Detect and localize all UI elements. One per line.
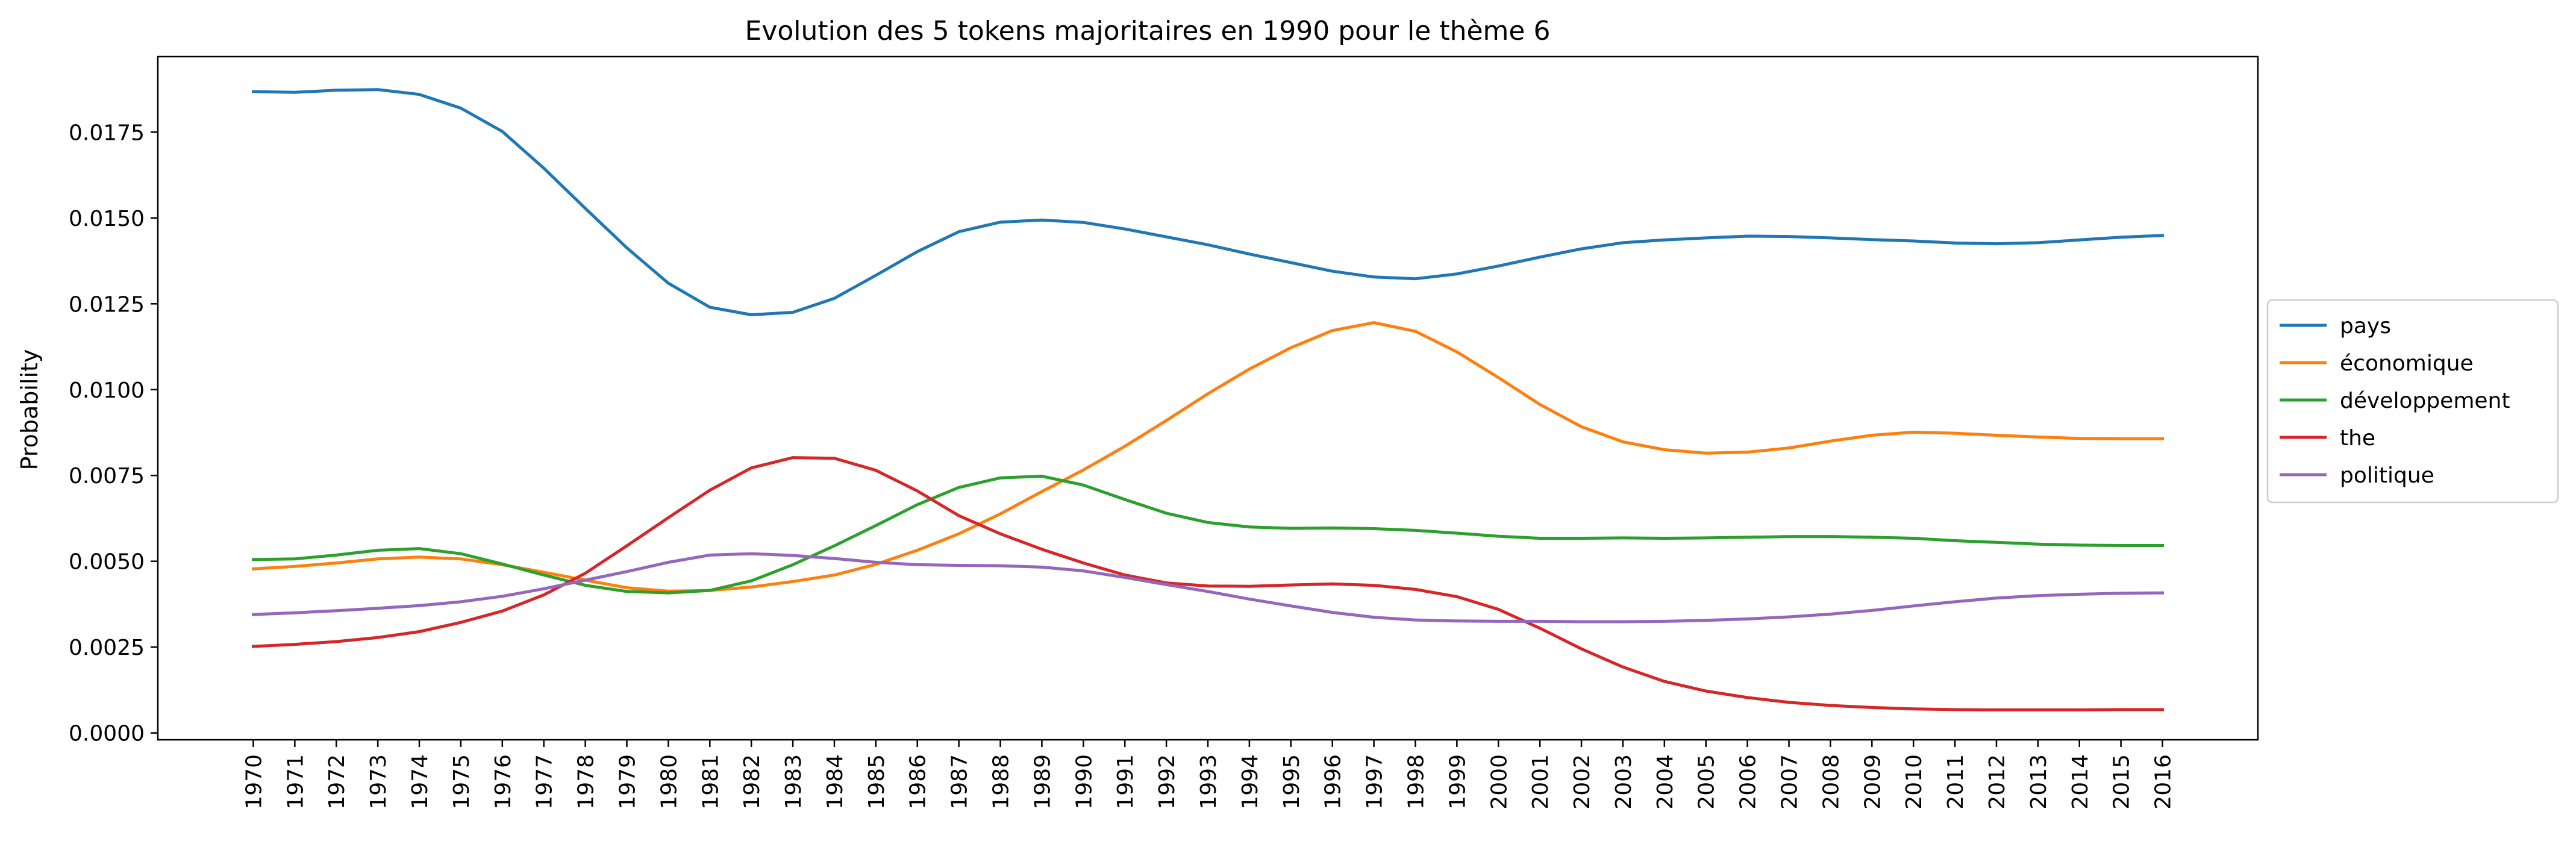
x-tick-label: 2001 — [1528, 754, 1553, 810]
x-tick-label: 1989 — [1030, 754, 1055, 810]
x-tick-label: 1983 — [781, 754, 806, 810]
x-tick-label: 2000 — [1487, 754, 1512, 810]
x-tick-label: 1988 — [989, 754, 1014, 810]
x-tick-label: 1998 — [1404, 754, 1429, 810]
x-tick-label: 2006 — [1736, 754, 1761, 810]
x-axis: 1970 1971 1972 1973 1974 1975 1976 1977 1978 1979… — [242, 740, 2176, 810]
x-tick-label: 1986 — [906, 754, 931, 810]
legend-label-1: économique — [2340, 351, 2474, 376]
x-tick-label: 1993 — [1196, 754, 1221, 810]
plot-frame — [157, 55, 2259, 741]
x-tick-label: 1974 — [408, 754, 433, 810]
chart-title: Evolution des 5 tokens majoritaires en 1… — [745, 16, 1551, 46]
legend-label-4: politique — [2340, 463, 2434, 488]
x-tick-label: 2007 — [1778, 754, 1802, 810]
x-tick-label: 1977 — [533, 754, 557, 810]
x-tick-label: 1975 — [449, 754, 474, 810]
series-line-3 — [251, 456, 2164, 711]
x-tick-label: 1973 — [366, 754, 391, 810]
legend-label-0: pays — [2340, 314, 2391, 339]
x-tick-label: 1978 — [574, 754, 599, 810]
x-tick-label: 1981 — [698, 754, 723, 810]
x-tick-label: 1999 — [1445, 754, 1470, 810]
y-tick-label: 0.0125 — [69, 292, 145, 317]
x-tick-label: 1992 — [1155, 754, 1180, 810]
x-tick-label: 2014 — [2068, 754, 2093, 810]
x-tick-label: 1976 — [491, 754, 516, 810]
series-line-0 — [251, 88, 2165, 316]
x-tick-label: 2002 — [1570, 754, 1595, 810]
x-tick-label: 1979 — [616, 754, 640, 810]
legend-label-3: the — [2340, 426, 2375, 451]
x-tick-label: 1995 — [1280, 754, 1304, 810]
x-tick-label: 2016 — [2151, 754, 2176, 810]
x-tick-label: 1982 — [740, 754, 764, 810]
x-tick-label: 1984 — [823, 754, 848, 810]
x-tick-label: 1991 — [1113, 754, 1138, 810]
x-tick-label: 2015 — [2110, 754, 2134, 810]
x-tick-label: 1987 — [948, 754, 972, 810]
x-tick-label: 2013 — [2027, 754, 2051, 810]
x-tick-label: 1997 — [1363, 754, 1387, 810]
x-tick-label: 1970 — [242, 754, 267, 810]
plot-area — [157, 55, 2259, 741]
x-tick-label: 2010 — [1902, 754, 1927, 810]
x-tick-label: 1980 — [657, 754, 681, 810]
x-tick-label: 1996 — [1321, 754, 1346, 810]
x-tick-label: 1971 — [283, 754, 308, 810]
y-tick-label: 0.0150 — [69, 207, 145, 231]
x-tick-label: 2005 — [1695, 754, 1719, 810]
x-tick-label: 1985 — [864, 754, 889, 810]
x-tick-label: 1990 — [1072, 754, 1096, 810]
legend: pays économique développement the politique — [2266, 299, 2559, 504]
x-tick-label: 2003 — [1612, 754, 1636, 810]
series-line-4 — [251, 552, 2165, 624]
x-tick-label: 2004 — [1653, 754, 1678, 810]
series-line-2 — [251, 474, 2164, 595]
y-tick-label: 0.0100 — [69, 378, 145, 403]
x-tick-label: 2009 — [1860, 754, 1885, 810]
y-tick-label: 0.0075 — [69, 464, 145, 489]
y-tick-label: 0.0050 — [69, 550, 145, 575]
y-axis: 0.0000 0.0025 0.0050 0.0075 0.0100 0.0125 0.01… — [69, 120, 158, 746]
y-tick-label: 0.0025 — [69, 636, 145, 660]
y-tick-label: 0.0000 — [69, 722, 145, 746]
x-tick-label: 1994 — [1238, 754, 1263, 810]
x-tick-label: 2008 — [1819, 754, 1843, 810]
legend-label-2: développement — [2340, 389, 2510, 413]
legend-frame — [2266, 299, 2559, 504]
series-line-1 — [251, 321, 2164, 593]
y-axis-label: Probability — [16, 349, 43, 471]
x-tick-label: 2012 — [1985, 754, 2010, 810]
x-tick-label: 1972 — [325, 754, 349, 810]
y-tick-label: 0.0175 — [69, 120, 145, 145]
x-tick-label: 2011 — [1943, 754, 1968, 810]
